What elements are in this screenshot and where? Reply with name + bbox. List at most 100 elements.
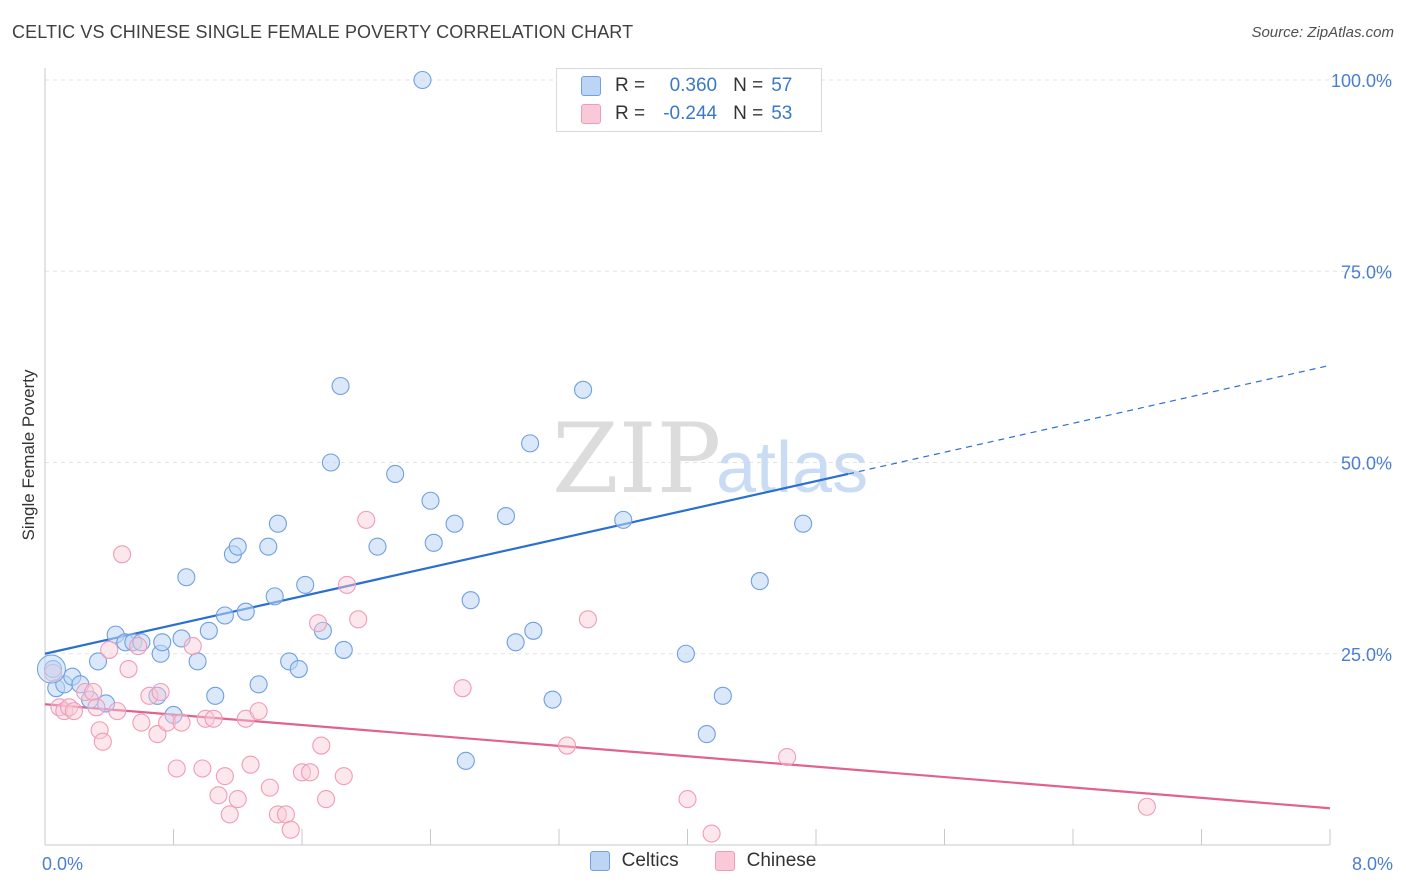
chinese-point: [249, 702, 268, 721]
r-label: R =: [615, 103, 646, 124]
source-label: Source: ZipAtlas.com: [1251, 24, 1394, 41]
y-tick-label: 50.0%: [1341, 454, 1392, 474]
chinese-point: [453, 679, 472, 698]
chinese-point: [228, 790, 247, 809]
stats-row-chinese: R = -0.244 N = 53: [581, 101, 792, 127]
celtics-point: [445, 514, 464, 533]
celtics-point: [296, 575, 315, 594]
celtics-point: [188, 652, 207, 671]
celtics-point: [368, 537, 387, 556]
celtics-swatch: [581, 76, 601, 96]
celtics-point: [206, 686, 225, 705]
chinese-point: [93, 732, 112, 751]
y-tick-label: 100.0%: [1331, 71, 1392, 91]
x-tick-label: 0.0%: [42, 854, 83, 874]
celtics-point: [88, 652, 108, 671]
chinese-point: [702, 824, 721, 843]
chinese-point: [172, 713, 191, 732]
chart-title: CELTIC VS CHINESE SINGLE FEMALE POVERTY …: [12, 22, 634, 42]
celtics-point: [153, 633, 172, 652]
axis-labels: 25.0% 50.0% 75.0% 100.0% 0.0% 8.0%: [42, 71, 1393, 874]
celtics-point: [249, 675, 268, 694]
stats-legend: R = 0.360 N = 57 R = -0.244 N = 53: [556, 68, 822, 132]
chinese-point: [357, 510, 376, 529]
celtics-point: [228, 537, 247, 556]
celtics-trend-line: [44, 472, 849, 655]
x-tick-label: 8.0%: [1352, 854, 1393, 874]
chinese-point: [778, 747, 797, 767]
series-legend: Celtics Chinese: [0, 850, 1406, 872]
chinese-point: [87, 698, 106, 717]
chinese-point: [260, 778, 279, 797]
chinese-point: [90, 721, 109, 740]
n-value: 57: [771, 75, 793, 96]
celtics-point: [177, 568, 196, 587]
celtics-point: [794, 514, 813, 533]
r-value: -0.244: [663, 103, 718, 124]
watermark: ZIP atlas: [552, 403, 868, 515]
r-value: 0.360: [669, 75, 718, 96]
chinese-point: [151, 682, 170, 702]
celtics-point: [543, 690, 562, 709]
celtics-trend-extension: [847, 364, 1331, 475]
r-label: R =: [615, 75, 646, 96]
chinese-point: [204, 709, 223, 728]
celtics-point: [521, 434, 540, 453]
legend-label-celtics: Celtics: [621, 850, 679, 871]
chinese-legend-swatch: [714, 851, 735, 871]
celtics-point: [331, 376, 350, 396]
chinese-point: [158, 713, 177, 732]
chinese-point: [309, 614, 328, 633]
chinese-point: [100, 640, 119, 659]
chinese-point: [113, 545, 132, 564]
celtics-point: [334, 640, 353, 659]
chinese-point: [337, 575, 357, 594]
chinese-point: [349, 610, 368, 629]
n-value: 53: [771, 103, 793, 124]
data-points: [36, 70, 1156, 843]
celtics-point: [424, 533, 443, 552]
chinese-point: [167, 759, 186, 778]
y-tick-label: 25.0%: [1341, 645, 1392, 665]
chinese-trend-line: [44, 703, 1331, 810]
celtics-point: [265, 587, 284, 606]
legend-item-celtics: Celtics: [589, 850, 679, 872]
stats-row-celtics: R = 0.360 N = 57: [581, 73, 792, 99]
chinese-point: [108, 702, 127, 721]
celtics-point: [215, 606, 234, 625]
chinese-point: [64, 702, 83, 721]
celtics-point: [524, 621, 543, 640]
celtics-point: [574, 380, 593, 399]
chinese-point: [119, 659, 138, 679]
celtics-point: [750, 572, 769, 591]
chinese-point: [220, 805, 239, 824]
grid-lines: [45, 79, 1392, 655]
chinese-point: [140, 686, 159, 705]
celtics-point: [676, 644, 695, 663]
chinese-point: [317, 790, 336, 809]
chinese-point: [312, 736, 331, 755]
n-label: N =: [733, 103, 764, 124]
celtics-point: [697, 725, 716, 744]
chinese-point: [300, 763, 320, 782]
trend-lines: [44, 364, 1331, 810]
celtics-point: [421, 491, 440, 510]
chinese-point: [678, 790, 697, 809]
celtics-legend-swatch: [589, 851, 610, 871]
celtics-point: [386, 464, 405, 484]
chinese-point: [183, 637, 202, 656]
chinese-point: [84, 682, 103, 702]
chinese-point: [281, 820, 300, 839]
celtics-point: [506, 633, 525, 652]
y-axis-title: Single Female Poverty: [19, 369, 38, 541]
legend-label-chinese: Chinese: [746, 850, 817, 871]
chinese-point: [215, 767, 234, 786]
celtics-point: [268, 514, 287, 533]
chinese-point: [334, 767, 353, 786]
watermark-zip: ZIP: [552, 403, 721, 515]
chinese-point: [1137, 797, 1156, 816]
celtics-point: [496, 506, 516, 526]
celtics-point: [713, 686, 732, 705]
celtics-point: [614, 510, 633, 529]
